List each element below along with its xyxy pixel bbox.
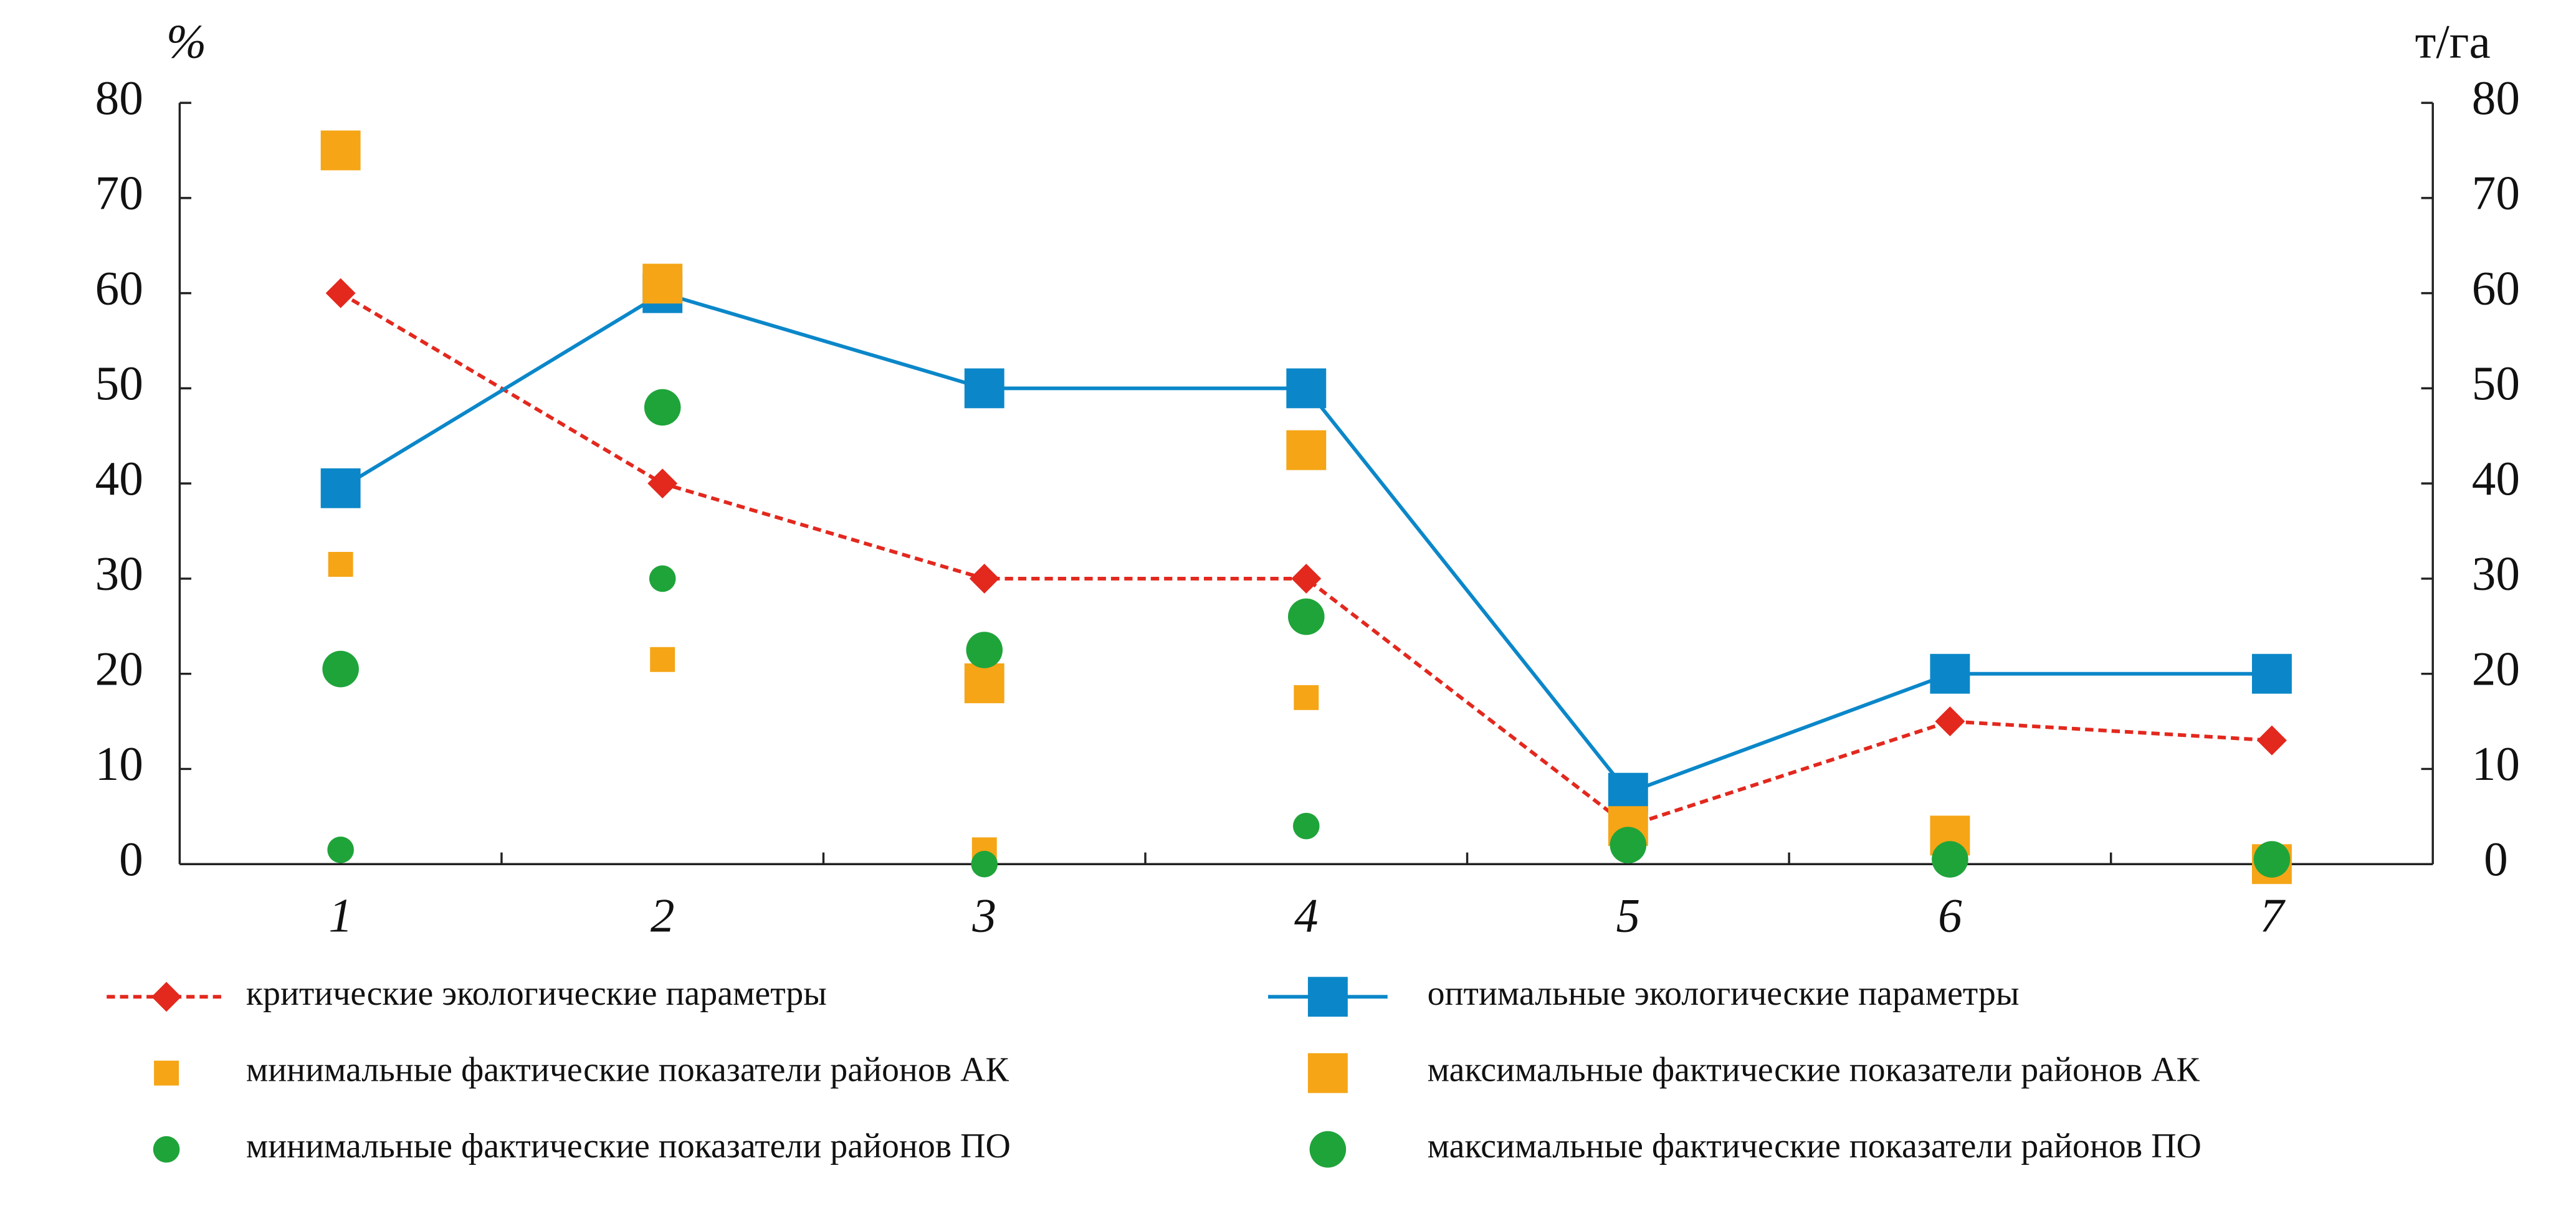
x-tick-label: 4 bbox=[1294, 888, 1319, 942]
y2-tick-label: 60 bbox=[2472, 261, 2520, 315]
legend-label: минимальные фактические показатели район… bbox=[246, 1127, 1011, 1165]
y-tick-label: 50 bbox=[95, 356, 143, 410]
y2-tick-label: 40 bbox=[2472, 452, 2520, 505]
legend-label: минимальные фактические показатели район… bbox=[246, 1051, 1009, 1089]
data-point bbox=[1291, 563, 1322, 594]
data-point bbox=[650, 647, 675, 672]
x-tick-label: 6 bbox=[1938, 888, 1962, 942]
data-point bbox=[1932, 841, 1968, 878]
data-point bbox=[649, 565, 676, 592]
data-point bbox=[969, 563, 999, 594]
y2-tick-label: 30 bbox=[2472, 547, 2520, 600]
data-point bbox=[320, 468, 361, 508]
data-point bbox=[971, 850, 998, 878]
data-point bbox=[2253, 841, 2291, 878]
data-point bbox=[964, 663, 1004, 703]
data-point bbox=[1288, 598, 1325, 635]
y-tick-label: 10 bbox=[95, 737, 143, 790]
legend-marker bbox=[1307, 977, 1348, 1017]
data-point bbox=[1610, 827, 1647, 863]
data-point bbox=[1286, 430, 1327, 470]
data-point bbox=[1930, 653, 1970, 694]
y-tick-label: 20 bbox=[95, 642, 143, 695]
data-point bbox=[964, 368, 1004, 409]
data-point bbox=[647, 468, 678, 499]
x-tick-label: 1 bbox=[328, 888, 353, 942]
y2-tick-label: 70 bbox=[2472, 166, 2520, 220]
legend-marker bbox=[154, 1060, 179, 1086]
y-tick-label: 40 bbox=[95, 452, 143, 505]
legend-marker bbox=[153, 1136, 180, 1163]
data-point bbox=[1286, 368, 1327, 409]
data-point bbox=[2251, 653, 2292, 694]
data-point bbox=[644, 389, 681, 426]
data-point bbox=[642, 263, 683, 304]
data-point bbox=[1608, 772, 1648, 813]
data-point bbox=[1292, 812, 1320, 840]
legend-marker bbox=[151, 982, 182, 1012]
x-tick-label: 7 bbox=[2260, 888, 2286, 942]
y2-axis-label: т/га bbox=[2415, 14, 2491, 68]
y-tick-label: 0 bbox=[119, 832, 143, 886]
y-tick-label: 60 bbox=[95, 261, 143, 315]
legend-label: критические экологические параметры bbox=[246, 974, 827, 1013]
x-tick-label: 5 bbox=[1616, 888, 1641, 942]
x-tick-label: 3 bbox=[971, 888, 996, 942]
data-point bbox=[1294, 685, 1319, 710]
data-point bbox=[966, 632, 1003, 668]
data-point bbox=[325, 278, 356, 308]
y-tick-label: 30 bbox=[95, 547, 143, 600]
legend-label: максимальные фактические показатели райо… bbox=[1428, 1051, 2200, 1089]
data-point bbox=[322, 650, 359, 688]
y-tick-label: 70 bbox=[95, 166, 143, 220]
y-axis-label: % bbox=[166, 14, 206, 68]
y-tick-label: 80 bbox=[95, 71, 143, 125]
data-point bbox=[2256, 725, 2287, 756]
legend-label: оптимальные экологические параметры bbox=[1428, 974, 2020, 1013]
y2-tick-label: 50 bbox=[2472, 356, 2520, 410]
data-point bbox=[327, 837, 354, 863]
data-point bbox=[328, 552, 353, 577]
y2-tick-label: 0 bbox=[2484, 832, 2508, 886]
series-line bbox=[340, 291, 2272, 795]
y2-tick-label: 10 bbox=[2472, 737, 2520, 790]
x-tick-label: 2 bbox=[651, 888, 675, 942]
data-point bbox=[320, 130, 361, 171]
y2-tick-label: 20 bbox=[2472, 642, 2520, 695]
data-point bbox=[1935, 706, 1965, 737]
legend-marker bbox=[1307, 1053, 1348, 1093]
legend-marker bbox=[1309, 1131, 1347, 1168]
legend-label: максимальные фактические показатели райо… bbox=[1428, 1127, 2202, 1165]
y2-tick-label: 80 bbox=[2472, 71, 2520, 125]
